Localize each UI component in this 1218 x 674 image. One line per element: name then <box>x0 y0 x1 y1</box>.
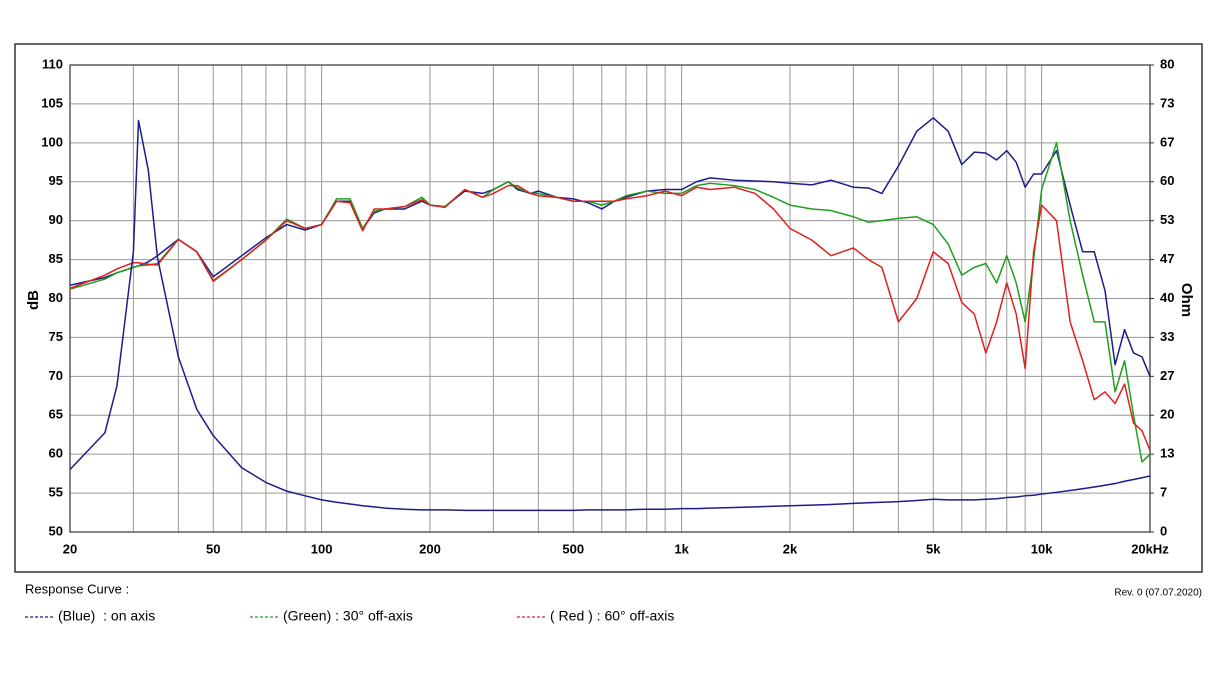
note: Rev. 0 (07.07.2020) <box>1114 588 1202 599</box>
y-tick-label: 60 <box>49 446 63 461</box>
x-tick-label: 20 <box>63 541 77 556</box>
legend-label: (Green) : 30° off-axis <box>283 608 413 624</box>
y-tick-label: 50 <box>49 523 63 538</box>
x-tick-label: 200 <box>419 541 441 556</box>
y-tick-label: 105 <box>41 95 63 110</box>
y2-tick-label: 60 <box>1160 173 1174 188</box>
x-tick-label: 5k <box>926 541 941 556</box>
x-tick-label: 10k <box>1031 541 1053 556</box>
y2-tick-label: 40 <box>1160 290 1174 305</box>
x-tick-label: 100 <box>311 541 333 556</box>
y2-tick-label: 47 <box>1160 251 1174 266</box>
y-tick-label: 90 <box>49 212 63 227</box>
y-tick-label: 95 <box>49 173 63 188</box>
y2-tick-label: 27 <box>1160 368 1174 383</box>
y-axis-label: dB <box>25 290 42 310</box>
x-tick-label: 50 <box>206 541 220 556</box>
y2-tick-label: 67 <box>1160 134 1174 149</box>
series-line <box>69 142 1151 463</box>
series-line <box>69 117 1151 377</box>
plot-area <box>69 64 1151 533</box>
legend-title: Response Curve : <box>25 581 129 596</box>
y-tick-label: 110 <box>42 56 63 71</box>
y2-tick-label: 13 <box>1160 446 1174 461</box>
y-tick-label: 75 <box>49 329 63 344</box>
y-tick-label: 55 <box>49 485 63 500</box>
y2-tick-label: 73 <box>1160 95 1174 110</box>
y2-tick-label: 20 <box>1160 407 1174 422</box>
y2-tick-label: 0 <box>1160 523 1167 538</box>
y-tick-label: 70 <box>49 368 63 383</box>
legend-label: ( Red ) : 60° off-axis <box>550 608 674 624</box>
y2-tick-label: 7 <box>1160 485 1167 500</box>
y2-axis-label: Ohm <box>1178 283 1195 317</box>
frame <box>14 43 1203 573</box>
y-tick-label: 65 <box>49 407 63 422</box>
y2-tick-label: 53 <box>1160 212 1174 227</box>
legend-label: (Blue) : on axis <box>58 608 155 624</box>
y-tick-label: 100 <box>41 134 63 149</box>
x-tick-label: 20kHz <box>1131 541 1169 556</box>
x-tick-label: 2k <box>783 541 798 556</box>
y2-tick-label: 80 <box>1160 56 1174 71</box>
x-tick-label: 500 <box>562 541 584 556</box>
y-tick-label: 80 <box>49 290 63 305</box>
series-line <box>69 184 1151 451</box>
y-tick-label: 85 <box>49 251 63 266</box>
series-line <box>69 119 1151 512</box>
x-tick-label: 1k <box>674 541 689 556</box>
y2-tick-label: 33 <box>1160 329 1174 344</box>
